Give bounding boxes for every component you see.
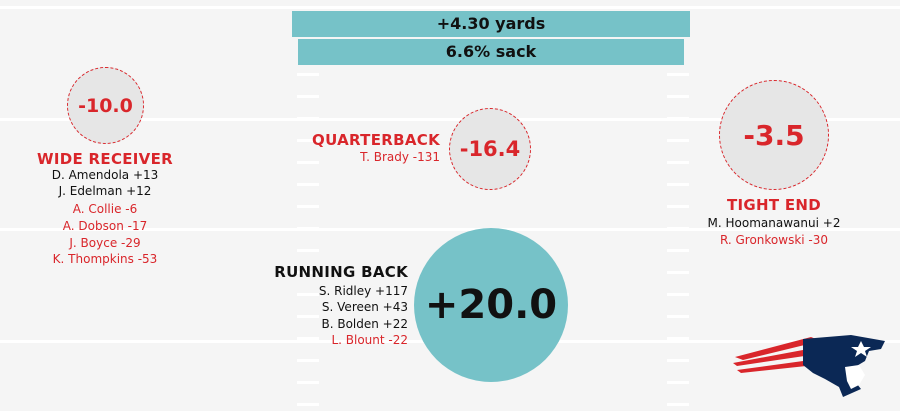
player-line: B. Bolden +22	[321, 317, 408, 331]
player-line: S. Vereen +43	[321, 300, 408, 314]
hash-mark	[667, 381, 689, 384]
player-line: T. Brady -131	[360, 150, 440, 164]
quarterback-value-circle: -16.4	[449, 108, 531, 190]
running-back-title: RUNNING BACK	[274, 263, 408, 281]
player-line: L. Blount -22	[331, 333, 408, 347]
logo-white-face	[845, 365, 865, 389]
summary-bar-sack: 6.6% sack	[298, 39, 684, 65]
player-line: A. Dobson -17	[62, 219, 148, 233]
hash-mark	[667, 315, 689, 318]
hash-mark	[297, 337, 319, 340]
hash-mark	[667, 249, 689, 252]
player-line: R. Gronkowski -30	[719, 233, 829, 247]
hash-mark	[667, 227, 689, 230]
hash-mark	[297, 117, 319, 120]
hash-mark	[297, 271, 319, 274]
running-back-value: +20.0	[424, 282, 558, 328]
running-back-value-circle: +20.0	[414, 228, 568, 382]
hash-mark	[667, 205, 689, 208]
hash-mark	[297, 359, 319, 362]
patriots-logo	[733, 335, 885, 397]
logo-navy-head	[803, 335, 885, 397]
tight-end-title: TIGHT END	[726, 196, 822, 214]
logo-hat-star	[851, 341, 871, 357]
hash-mark	[297, 73, 319, 76]
hash-mark	[667, 293, 689, 296]
hash-mark	[667, 271, 689, 274]
field-line	[0, 228, 900, 231]
hash-mark	[667, 161, 689, 164]
player-line: A. Collie -6	[72, 202, 138, 216]
logo-red-stripes	[733, 337, 825, 373]
hash-mark	[297, 381, 319, 384]
hash-mark	[297, 227, 319, 230]
hash-mark	[667, 117, 689, 120]
hash-mark	[667, 73, 689, 76]
player-line: S. Ridley +117	[318, 284, 408, 298]
hash-mark	[297, 249, 319, 252]
player-line: D. Amendola +13	[51, 168, 159, 182]
hash-mark	[297, 205, 319, 208]
quarterback-title: QUARTERBACK	[312, 131, 440, 149]
hash-mark	[667, 95, 689, 98]
hash-mark	[297, 183, 319, 186]
player-line: K. Thompkins -53	[52, 252, 158, 266]
summary-bar-yards: +4.30 yards	[292, 11, 690, 37]
hash-mark	[667, 139, 689, 142]
wide-receiver-value: -10.0	[78, 94, 133, 117]
quarterback-value: -16.4	[459, 137, 521, 161]
tight-end-value-circle: -3.5	[719, 80, 829, 190]
hash-mark	[667, 337, 689, 340]
tight-end-value: -3.5	[743, 118, 805, 152]
player-line: J. Edelman +12	[58, 184, 152, 198]
field-line	[0, 6, 900, 9]
hash-mark	[667, 183, 689, 186]
hash-mark	[667, 403, 689, 406]
hash-mark	[297, 95, 319, 98]
hash-mark	[297, 161, 319, 164]
hash-mark	[297, 293, 319, 296]
hash-mark	[297, 315, 319, 318]
field-line	[0, 118, 900, 121]
player-line: J. Boyce -29	[69, 236, 141, 250]
hash-mark	[297, 139, 319, 142]
wide-receiver-value-circle: -10.0	[67, 67, 144, 144]
player-line: M. Hoomanawanui +2	[707, 216, 841, 230]
wide-receiver-title: WIDE RECEIVER	[37, 150, 173, 168]
hash-mark	[297, 403, 319, 406]
hash-mark	[667, 359, 689, 362]
